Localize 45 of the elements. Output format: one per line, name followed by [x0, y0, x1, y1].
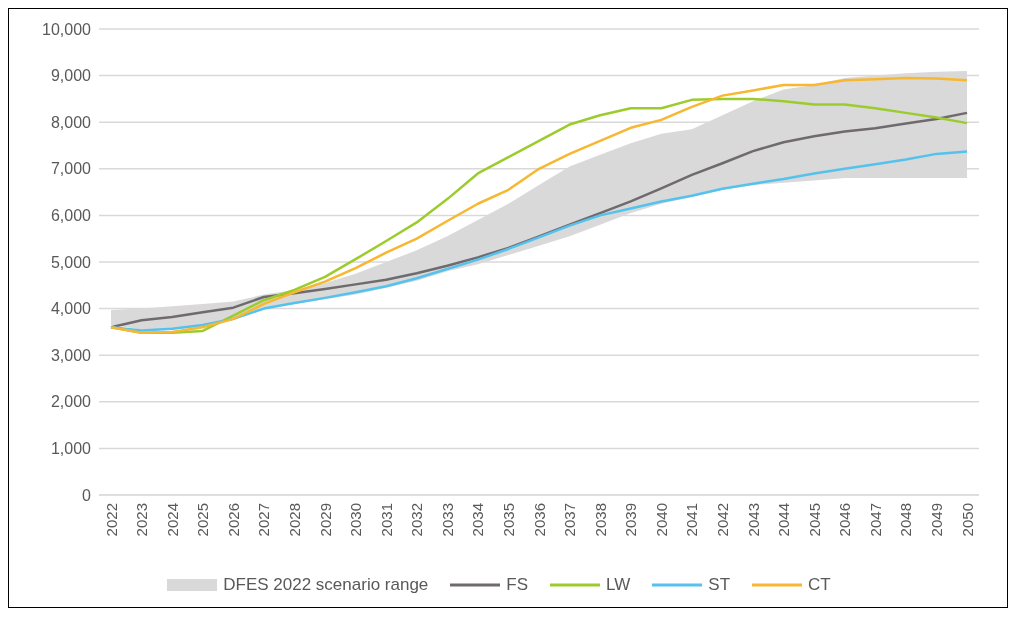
x-tick-label: 2031	[377, 503, 395, 537]
y-tick-label: 5,000	[50, 253, 92, 271]
x-tick-label: 2025	[194, 503, 212, 537]
x-tick-label: 2043	[744, 503, 762, 537]
x-tick-label: 2037	[561, 503, 579, 537]
legend-label: CT	[808, 575, 831, 595]
y-tick-label: 1,000	[50, 440, 92, 458]
x-tick-label: 2049	[928, 503, 946, 537]
legend-label: LW	[606, 575, 631, 595]
x-tick-label: 2034	[469, 503, 487, 537]
x-tick-label: 2029	[316, 503, 334, 537]
y-tick-label: 3,000	[50, 346, 92, 364]
x-tick-label: 2024	[163, 503, 181, 537]
legend-label: FS	[506, 575, 529, 595]
x-tick-label: 2032	[408, 503, 426, 537]
legend-label: ST	[708, 575, 731, 595]
y-tick-label: 7,000	[50, 160, 92, 178]
y-tick-label: 9,000	[50, 67, 92, 85]
x-tick-label: 2044	[775, 503, 793, 537]
y-tick-label: 6,000	[50, 207, 92, 225]
x-tick-label: 2023	[133, 503, 151, 537]
x-tick-label: 2047	[866, 503, 884, 537]
x-tick-label: 2035	[500, 503, 518, 537]
x-tick-label: 2041	[683, 503, 701, 537]
x-tick-label: 2039	[622, 503, 640, 537]
x-tick-label: 2038	[591, 503, 609, 537]
x-tick-label: 2040	[652, 503, 670, 537]
y-tick-label: 4,000	[50, 300, 92, 318]
x-tick-label: 2036	[530, 503, 548, 537]
x-tick-label: 2033	[438, 503, 456, 537]
x-tick-label: 2046	[836, 503, 854, 537]
x-tick-label: 2030	[347, 503, 365, 537]
x-tick-label: 2050	[958, 503, 976, 537]
legend-label: DFES 2022 scenario range	[223, 575, 429, 595]
y-tick-label: 2,000	[50, 393, 92, 411]
x-tick-label: 2028	[286, 503, 304, 537]
x-tick-label: 2048	[897, 503, 915, 537]
y-tick-label: 10,000	[42, 20, 92, 38]
x-tick-label: 2022	[102, 503, 120, 537]
y-tick-label: 0	[82, 486, 92, 504]
x-tick-label: 2045	[805, 503, 823, 537]
y-tick-label: 8,000	[50, 113, 92, 131]
x-tick-label: 2027	[255, 503, 273, 537]
x-tick-label: 2026	[224, 503, 242, 537]
x-tick-label: 2042	[714, 503, 732, 537]
